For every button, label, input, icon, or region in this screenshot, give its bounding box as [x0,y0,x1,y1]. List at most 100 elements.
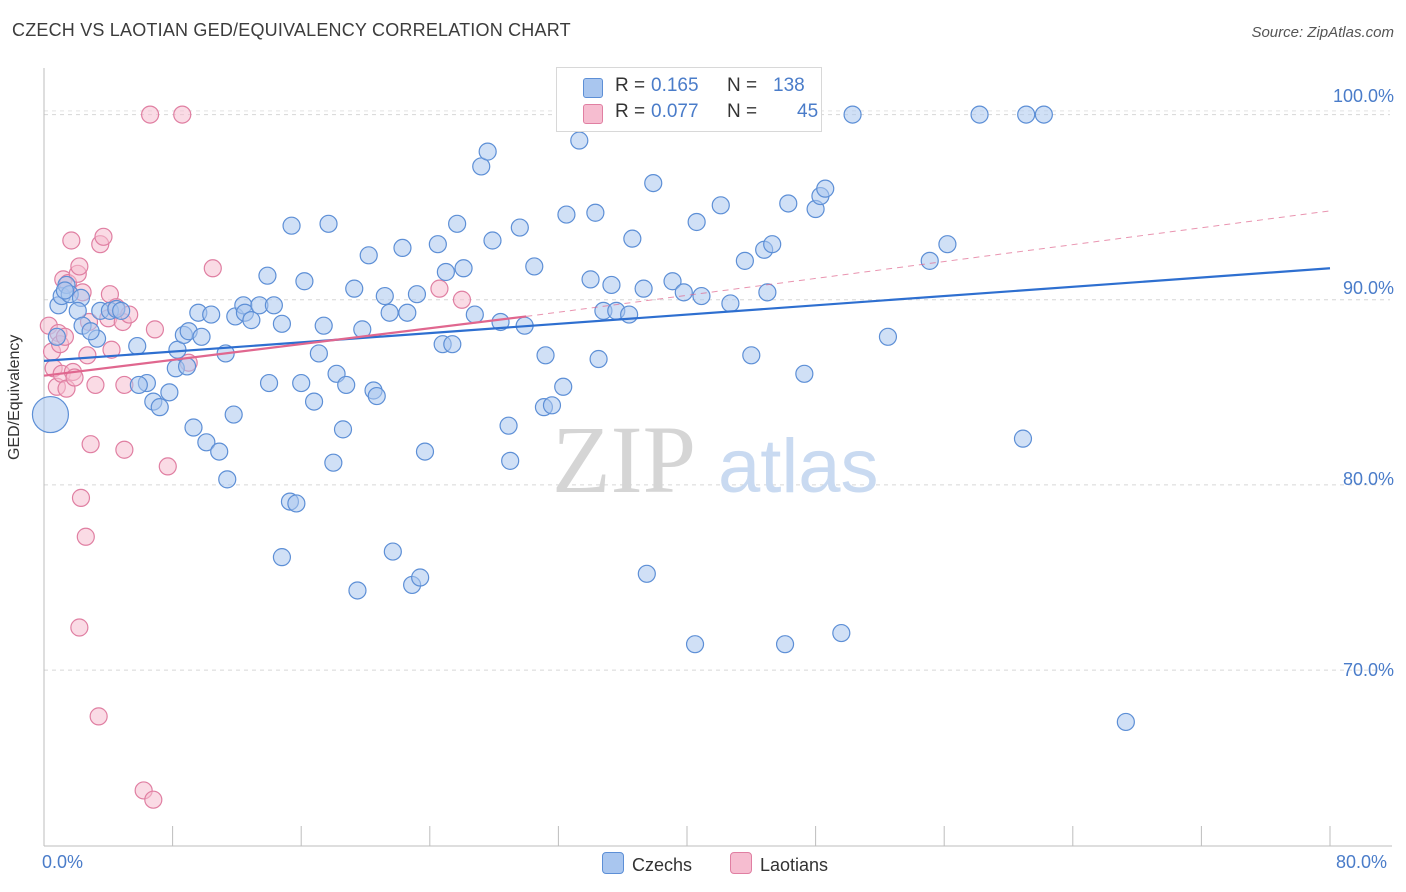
czechs-point [443,335,462,354]
trend-lines [43,210,1331,377]
czechs-point [333,420,353,439]
czechs-point [795,364,814,383]
czechs-point [415,442,435,461]
laotians-point [86,375,105,395]
laotians-point [173,105,192,124]
czechs-point [359,246,378,265]
laotians-point [70,618,89,637]
laotians-point [62,231,81,250]
czechs-r-value: 0.165 [651,75,699,96]
czechs-point [319,214,338,233]
czechs-point [501,451,520,470]
laotians-point [94,227,113,246]
laotians-point [145,320,165,339]
laotians-point [140,105,160,124]
y-tick-90: 90.0% [1342,278,1394,298]
laotians-point [115,440,134,459]
czechs-point [197,433,216,452]
czechs-point [483,231,502,250]
laotians-points [39,105,472,809]
czechs-point [31,395,70,434]
bottom-legend-laotians: Laotians [730,852,828,876]
czechs-point [264,296,283,315]
czechs-point [536,346,555,365]
czechs-point [258,266,277,285]
czechs-point [554,377,573,396]
czechs-point [375,286,394,306]
laotians-point [70,257,89,276]
czechs-point [1013,429,1033,448]
czechs-point [407,285,427,304]
czechs-legend-swatch [602,852,624,874]
x-tick-80: 80.0% [1336,852,1388,872]
czechs-point [663,272,682,291]
y-tick-80: 80.0% [1342,469,1394,489]
czechs-point [55,281,74,300]
czechs-point [259,373,279,393]
czechs-point [620,305,639,324]
czechs-point [685,635,705,654]
czechs-point [177,357,197,376]
czechs-point [367,386,386,406]
czechs-points [31,105,1135,732]
stats-legend: R = 0.165 N = 138 R = 0.077 N = 45 [556,67,822,132]
laotians-r-value: 0.077 [651,101,699,122]
czechs-point [202,305,221,324]
czechs-point [779,194,798,213]
czechs-point [687,212,706,232]
czechs-point [436,262,455,282]
czechs-point [192,327,211,346]
chart-title: CZECH VS LAOTIAN GED/EQUIVALENCY CORRELA… [12,20,571,40]
czechs-point [581,270,600,289]
czechs-point [763,235,782,254]
czechs-trend-line [43,267,1331,362]
czechs-point [380,303,399,322]
gridlines [44,110,1390,671]
czechs-point [309,344,328,363]
czechs-point [324,453,343,472]
czechs-point [742,346,761,365]
czechs-point [832,623,851,643]
laotians-r-label: R = [615,101,646,122]
czechs-point [491,312,510,332]
czechs-legend-label: Czechs [632,855,693,875]
laotians-swatch [583,104,603,124]
bottom-legend-czechs: Czechs [602,852,692,876]
czechs-point [721,294,740,313]
czechs-point [634,279,653,298]
czechs-point [542,396,562,415]
czechs-point [510,218,529,237]
czechs-point [218,470,237,489]
czechs-point [345,279,364,298]
source-label: Source: ZipAtlas.com [1251,24,1394,41]
czechs-point [393,238,412,258]
y-axis-label: GED/Equivalency [6,334,23,460]
watermark: ZIP atlas [552,406,879,513]
czechs-point [525,257,544,276]
czechs-point [150,398,169,417]
czechs-point [1034,105,1053,124]
czechs-point [586,203,605,222]
czechs-point [348,581,367,600]
czechs-r-label: R = [615,75,646,96]
czechs-point [428,235,447,254]
czechs-point [210,442,229,461]
czechs-point [602,275,621,295]
czechs-point [499,416,518,435]
czechs-point [843,105,862,124]
czechs-point [557,205,576,224]
laotians-point [203,259,222,278]
watermark-zip: ZIP [552,406,696,513]
y-tick-100: 100.0% [1332,86,1394,106]
czechs-point [224,405,243,424]
czechs-point [304,392,324,411]
laotians-point [89,707,108,726]
laotians-legend-label: Laotians [760,855,829,875]
czechs-point [775,635,795,654]
laotians-point [430,279,449,298]
czechs-swatch [583,78,603,98]
czechs-point [272,548,292,567]
czechs-point [411,568,430,587]
czechs-point [644,174,663,193]
